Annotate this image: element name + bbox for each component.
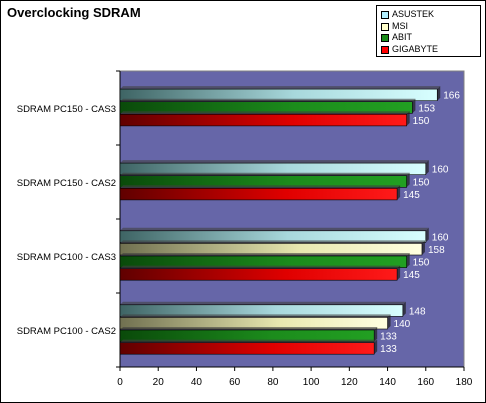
bar-top-face (120, 172, 410, 176)
bar-side-face (425, 227, 429, 243)
bar-side-face (406, 253, 410, 268)
legend-swatch (381, 11, 389, 19)
data-label: 140 (394, 319, 411, 330)
bar-top-face (120, 160, 429, 164)
x-tick-label: 0 (117, 377, 123, 388)
bar-top-face (120, 327, 378, 330)
x-tick-label: 20 (153, 377, 165, 388)
x-tick-label: 80 (267, 377, 279, 388)
bar-top-face (120, 240, 425, 244)
x-tick-label: 120 (341, 377, 358, 388)
x-tick-label: 100 (303, 377, 320, 388)
bar (119, 188, 398, 201)
x-tick-label: 140 (379, 377, 396, 388)
x-tick-label: 160 (417, 377, 434, 388)
bar-side-face (437, 86, 441, 101)
bar-side-face (402, 301, 406, 317)
legend-swatch (381, 34, 389, 42)
data-label: 148 (409, 306, 426, 317)
bar-top-face (120, 185, 401, 189)
legend: ASUSTEK MSI ABIT GIGABYTE (376, 5, 481, 57)
category-label: SDRAM PC150 - CAS2 (17, 178, 116, 189)
data-label: 133 (380, 332, 397, 343)
legend-label: GIGABYTE (392, 43, 439, 54)
data-label: 166 (443, 91, 460, 102)
bar-side-face (387, 314, 391, 329)
bar-side-face (397, 185, 401, 200)
bar-top-face (120, 253, 410, 256)
bar-side-face (425, 160, 429, 175)
bar-side-face (374, 339, 378, 355)
bar-side-face (397, 265, 401, 281)
bar-side-face (406, 111, 410, 126)
bar-top-face (120, 265, 401, 269)
data-label: 145 (403, 270, 420, 281)
legend-swatch (381, 45, 389, 54)
data-label: 153 (418, 103, 435, 114)
bar (119, 268, 398, 281)
category-label: SDRAM PC150 - CAS3 (17, 104, 116, 115)
bar-top-face (120, 339, 378, 343)
bar-top-face (120, 86, 441, 90)
bar-top-face (120, 301, 406, 305)
bar-side-face (412, 98, 416, 114)
chart-title: Overclocking SDRAM (7, 5, 141, 20)
bar-top-face (120, 314, 391, 318)
data-label: 160 (432, 232, 449, 243)
bar-side-face (421, 240, 425, 255)
data-label: 158 (428, 245, 445, 256)
bar-top-face (120, 111, 410, 115)
bar-top-face (120, 98, 416, 102)
x-tick-label: 180 (456, 377, 473, 388)
legend-swatch (381, 22, 389, 31)
legend-label: ASUSTEK (392, 9, 435, 19)
bar (119, 342, 375, 355)
bar-side-face (374, 327, 378, 342)
data-label: 150 (413, 116, 430, 127)
x-tick-label: 40 (191, 377, 203, 388)
x-tick-label: 60 (229, 377, 241, 388)
data-label: 145 (403, 190, 420, 201)
category-label: SDRAM PC100 - CAS3 (17, 252, 116, 263)
data-label: 150 (413, 258, 430, 269)
legend-label: MSI (392, 20, 409, 31)
data-label: 160 (432, 165, 449, 176)
category-label: SDRAM PC100 - CAS2 (17, 326, 116, 337)
bar-top-face (120, 227, 429, 231)
data-label: 133 (380, 344, 397, 355)
data-label: 150 (413, 177, 430, 188)
bar-side-face (406, 172, 410, 188)
bar (119, 114, 407, 127)
legend-label: ABIT (392, 32, 413, 42)
